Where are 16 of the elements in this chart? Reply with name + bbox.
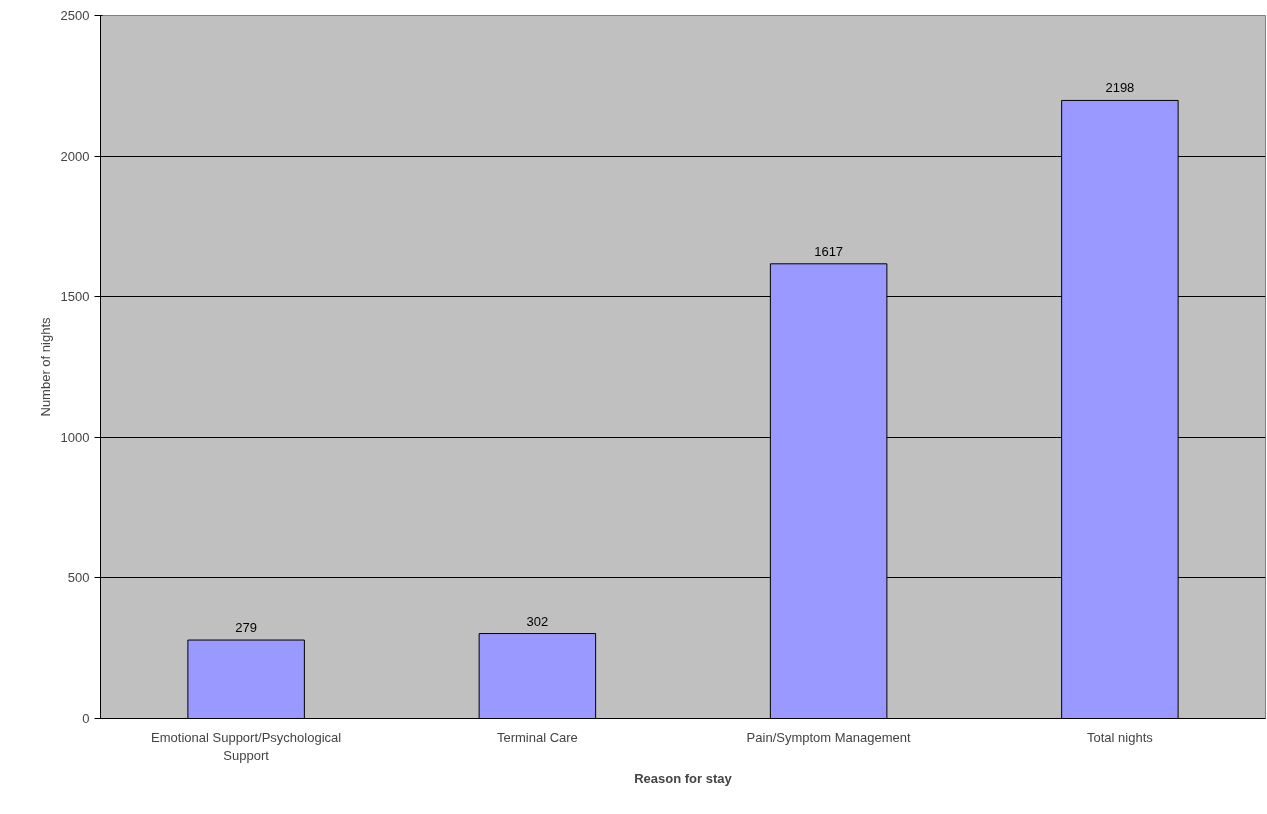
y-tick-label: 1000 [60, 429, 90, 445]
y-tick-label: 500 [67, 570, 90, 586]
x-tick-label: Emotional Support/Psychological Support [151, 729, 342, 763]
y-tick-label: 2500 [60, 8, 90, 23]
y-axis-title: Number of nights [37, 317, 53, 417]
y-tick-label: 0 [82, 711, 90, 726]
x-tick-label: Pain/Symptom Management [746, 729, 912, 745]
x-axis-title: Reason for stay [634, 770, 733, 786]
y-tick-label: 1500 [60, 289, 90, 305]
x-tick-label: Terminal Care [496, 729, 578, 745]
data-label: 1617 [814, 243, 844, 259]
y-tick-label: 2000 [60, 148, 90, 164]
data-label: 302 [526, 613, 549, 629]
data-label: 2198 [1105, 80, 1135, 96]
x-tick-label: Total nights [1086, 729, 1154, 745]
data-label: 279 [235, 620, 257, 636]
